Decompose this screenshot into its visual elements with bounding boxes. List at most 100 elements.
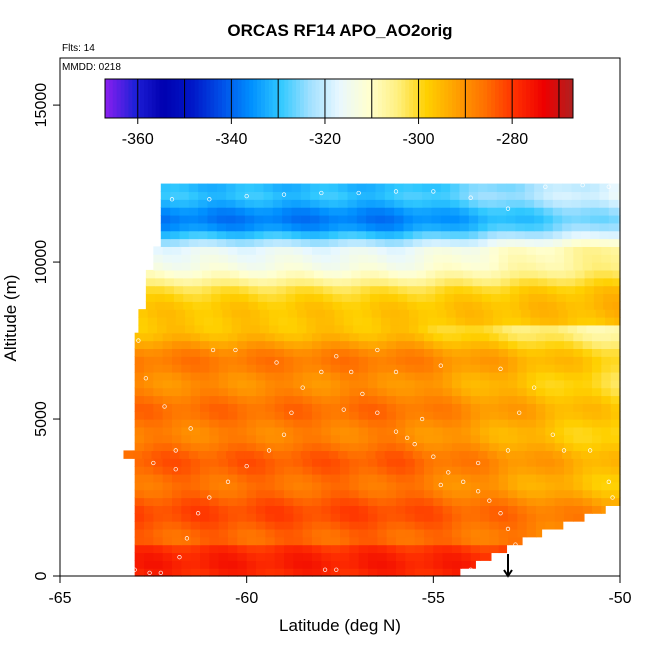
heatmap-cell	[228, 521, 238, 530]
heatmap-cell	[394, 214, 405, 224]
heatmap-cell	[422, 214, 433, 224]
heatmap-cell	[218, 442, 229, 452]
heatmap-cell	[582, 246, 593, 255]
heatmap-cell	[310, 199, 321, 208]
heatmap-cell	[481, 301, 492, 310]
heatmap-cell	[524, 450, 535, 459]
heatmap-cell	[295, 269, 306, 279]
heatmap-cell	[459, 214, 470, 224]
heatmap-cell	[200, 521, 210, 530]
heatmap-cell	[185, 309, 195, 318]
heatmap-cell	[377, 568, 388, 577]
heatmap-cell	[282, 450, 293, 459]
colorbar-segment	[120, 79, 125, 118]
heatmap-cell	[506, 230, 517, 240]
colorbar-segment	[124, 79, 129, 118]
heatmap-cell	[474, 309, 485, 318]
heatmap-cell	[228, 419, 238, 428]
heatmap-cell	[228, 458, 238, 467]
colorbar-segment	[506, 79, 512, 118]
heatmap-cell	[582, 356, 593, 365]
heatmap-cell	[207, 222, 218, 232]
heatmap-cell	[321, 262, 332, 271]
heatmap-cell	[489, 419, 500, 428]
heatmap-cell	[573, 497, 584, 506]
heatmap-cell	[508, 434, 518, 444]
heatmap-cell	[228, 481, 238, 491]
heatmap-cell	[537, 277, 548, 287]
heatmap-cell	[595, 324, 606, 334]
heatmap-cell	[554, 332, 565, 342]
heatmap-cell	[534, 450, 545, 459]
heatmap-cell	[162, 395, 173, 404]
heatmap-cell	[340, 332, 350, 342]
heatmap-cell	[545, 254, 556, 263]
heatmap-cell	[330, 340, 341, 349]
colorbar-segment	[553, 79, 558, 118]
heatmap-cell	[183, 293, 194, 302]
heatmap-cell	[235, 230, 246, 240]
heatmap-cell	[293, 513, 304, 522]
heatmap-cell	[218, 434, 229, 444]
heatmap-cell	[444, 277, 455, 287]
heatmap-cell	[302, 568, 313, 577]
heatmap-cell	[470, 356, 481, 365]
colorbar-tick-label: -360	[122, 131, 154, 148]
heatmap-cell	[209, 528, 220, 538]
heatmap-cell	[267, 285, 278, 295]
heatmap-cell	[340, 521, 350, 530]
heatmap-cell	[461, 442, 472, 452]
heatmap-cell	[396, 403, 406, 412]
heatmap-cell	[192, 277, 203, 287]
heatmap-cell	[424, 536, 434, 546]
heatmap-cell	[325, 324, 335, 334]
heatmap-cell	[403, 214, 414, 224]
heatmap-cell	[181, 458, 192, 467]
heatmap-cell	[328, 222, 339, 232]
heatmap-cell	[284, 387, 294, 397]
heatmap-cell	[461, 411, 472, 420]
heatmap-cell	[562, 450, 573, 459]
heatmap-cell	[153, 356, 164, 365]
heatmap-cell	[461, 466, 472, 475]
heatmap-cell	[498, 348, 509, 357]
heatmap-cell	[162, 466, 173, 475]
heatmap-cell	[526, 371, 537, 381]
heatmap-cell	[200, 489, 210, 499]
heatmap-cell	[461, 348, 472, 357]
heatmap-cell	[470, 481, 481, 491]
heatmap-cell	[537, 285, 548, 295]
heatmap-cell	[321, 426, 332, 436]
heatmap-cell	[226, 214, 237, 224]
heatmap-cell	[175, 324, 186, 334]
colorbar-segment	[420, 79, 426, 118]
heatmap-cell	[272, 238, 283, 247]
heatmap-cell	[145, 277, 156, 287]
heatmap-cell	[452, 544, 462, 554]
heatmap-cell	[526, 521, 537, 530]
colorbar-segment	[147, 79, 153, 118]
heatmap-cell	[265, 489, 276, 499]
heatmap-cell	[564, 489, 574, 499]
heatmap-cell	[414, 481, 425, 491]
heatmap-cell	[162, 246, 173, 255]
heatmap-cell	[144, 387, 154, 397]
heatmap-cell	[269, 309, 279, 318]
heatmap-cell	[592, 442, 602, 452]
colorbar-segment	[417, 79, 422, 118]
heatmap-cell	[601, 387, 612, 397]
heatmap-cell	[358, 568, 369, 577]
heatmap-cell	[170, 183, 181, 193]
colorbar-segment	[378, 79, 383, 118]
heatmap-cell	[424, 442, 434, 452]
heatmap-cell	[293, 262, 304, 271]
heatmap-cell	[500, 293, 511, 302]
heatmap-cell	[396, 434, 406, 444]
heatmap-cell	[151, 450, 162, 459]
heatmap-cell	[478, 238, 489, 247]
heatmap-cell	[246, 419, 257, 428]
heatmap-cell	[200, 473, 210, 483]
heatmap-cell	[483, 317, 494, 326]
heatmap-cell	[134, 442, 145, 452]
heatmap-cell	[302, 371, 313, 381]
